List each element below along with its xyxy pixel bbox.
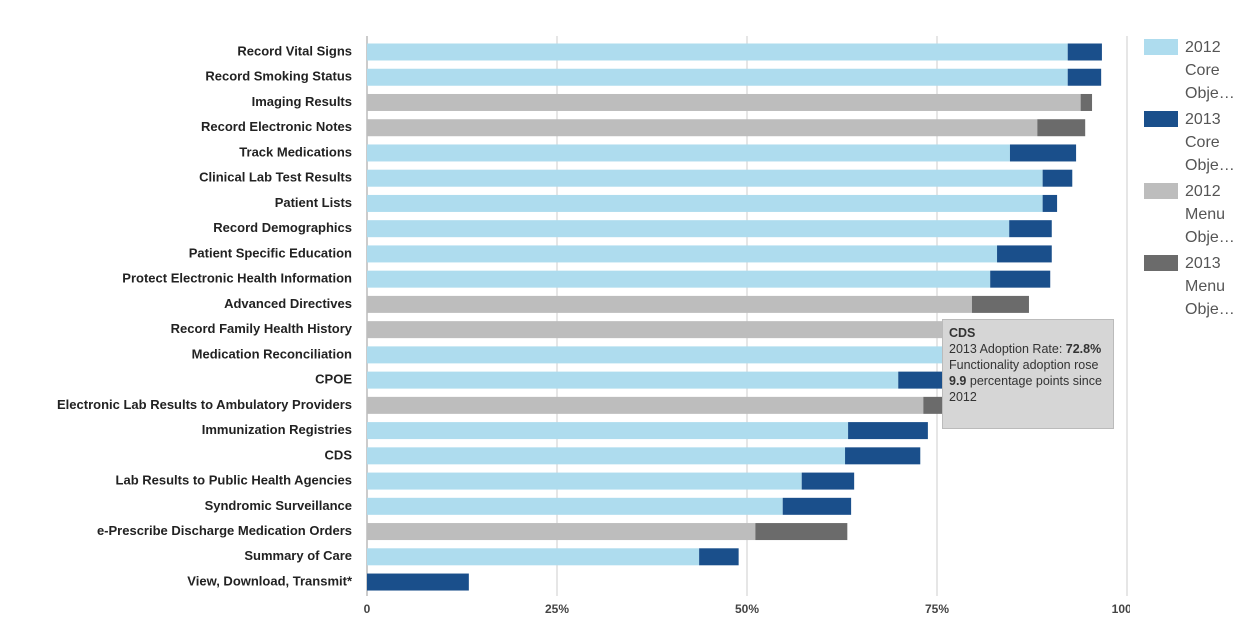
category-label: Immunization Registries (202, 422, 352, 437)
bar-segment (1042, 194, 1058, 212)
x-tick-label: 0 (364, 602, 371, 616)
bar-segment (1042, 169, 1073, 187)
tooltip-text: percentage points since 2012 (949, 374, 1102, 404)
category-label: Advanced Directives (224, 296, 352, 311)
tooltip-value: 9.9 (949, 374, 967, 388)
category-label: Patient Specific Education (189, 245, 352, 260)
category-label: Record Electronic Notes (201, 119, 352, 134)
category-label: Lab Results to Public Health Agencies (116, 473, 352, 488)
category-label: Record Family Health History (171, 321, 353, 336)
category-label: CPOE (315, 372, 352, 387)
category-label: Patient Lists (275, 195, 352, 210)
tooltip-text: 2013 Adoption Rate: (949, 342, 1066, 356)
bar-segment (367, 573, 469, 591)
x-tick-label: 100% (1112, 602, 1130, 616)
bar-segment (367, 447, 846, 465)
tooltip-title: CDS (949, 326, 976, 340)
tooltip-value: 72.8% (1065, 342, 1102, 356)
bar-segment (1080, 93, 1093, 111)
bar-segment (367, 523, 756, 541)
bar-segment (1009, 220, 1052, 238)
bar-segment (367, 194, 1043, 212)
category-label: Imaging Results (252, 94, 352, 109)
bar-segment (367, 346, 964, 364)
bar-segment (367, 396, 924, 414)
bar-segment (367, 68, 1068, 86)
category-label: Electronic Lab Results to Ambulatory Pro… (57, 397, 352, 412)
bar-segment (699, 548, 739, 566)
bar-segment (1037, 119, 1086, 137)
bar-segment (367, 220, 1010, 238)
legend-label: 2012 Menu Obje… (1185, 183, 1235, 246)
bar-segment (1009, 144, 1077, 162)
legend-swatch (1144, 39, 1178, 55)
legend-swatch (1144, 183, 1178, 199)
chart: 0 25% 50% 75% 100% Record Vital Signs Record S… (57, 36, 1143, 616)
bar-segment (1067, 68, 1102, 86)
category-label: Clinical Lab Test Results (199, 170, 352, 185)
category-label: Record Vital Signs (237, 43, 352, 58)
bar-segment (367, 295, 972, 313)
bar-segment (367, 548, 700, 566)
bar-segment (367, 93, 1081, 111)
bar-segment (990, 270, 1051, 288)
bar-segment (782, 497, 852, 515)
x-tick-label: 75% (925, 602, 949, 616)
legend-swatch (1144, 255, 1178, 271)
tooltip: CDS 2013 Adoption Rate: 72.8% Functional… (942, 319, 1114, 429)
category-label: Summary of Care (244, 548, 352, 563)
bar-segment (997, 245, 1052, 263)
bar-segment (367, 144, 1010, 162)
bar-segment (367, 169, 1043, 187)
bar-segment (367, 422, 849, 440)
category-label: Medication Reconciliation (192, 346, 352, 361)
legend-swatch (1144, 111, 1178, 127)
category-label: Protect Electronic Health Information (122, 271, 352, 286)
category-label: View, Download, Transmit* (187, 573, 353, 588)
x-tick-label: 25% (545, 602, 569, 616)
bar-segment (755, 523, 848, 541)
category-label: Record Smoking Status (205, 69, 352, 84)
x-tick-label: 50% (735, 602, 759, 616)
category-label: CDS (325, 447, 353, 462)
bar-segment (367, 270, 991, 288)
tooltip-text: Functionality adoption rose (949, 358, 1099, 372)
legend-label: 2013 Core Obje… (1185, 111, 1235, 174)
bar-segment (845, 447, 921, 465)
bar-segment (367, 43, 1068, 61)
bar-segment (367, 497, 783, 515)
legend-label: 2013 Menu Obje… (1185, 255, 1235, 318)
bar-segment (367, 119, 1038, 137)
bar-segment (1067, 43, 1102, 61)
bar-segment (367, 321, 953, 339)
category-label: Syndromic Surveillance (205, 498, 352, 513)
bar-segment (848, 422, 928, 440)
bar-segment (367, 371, 899, 389)
category-label: Track Medications (239, 144, 352, 159)
bar-segment (367, 472, 802, 490)
bar-segment (971, 295, 1029, 313)
category-label: e-Prescribe Discharge Medication Orders (97, 523, 352, 538)
legend-label: 2012 Core Obje… (1185, 39, 1235, 102)
bar-segment (367, 245, 998, 263)
bar-segment (801, 472, 855, 490)
category-label: Record Demographics (213, 220, 352, 235)
